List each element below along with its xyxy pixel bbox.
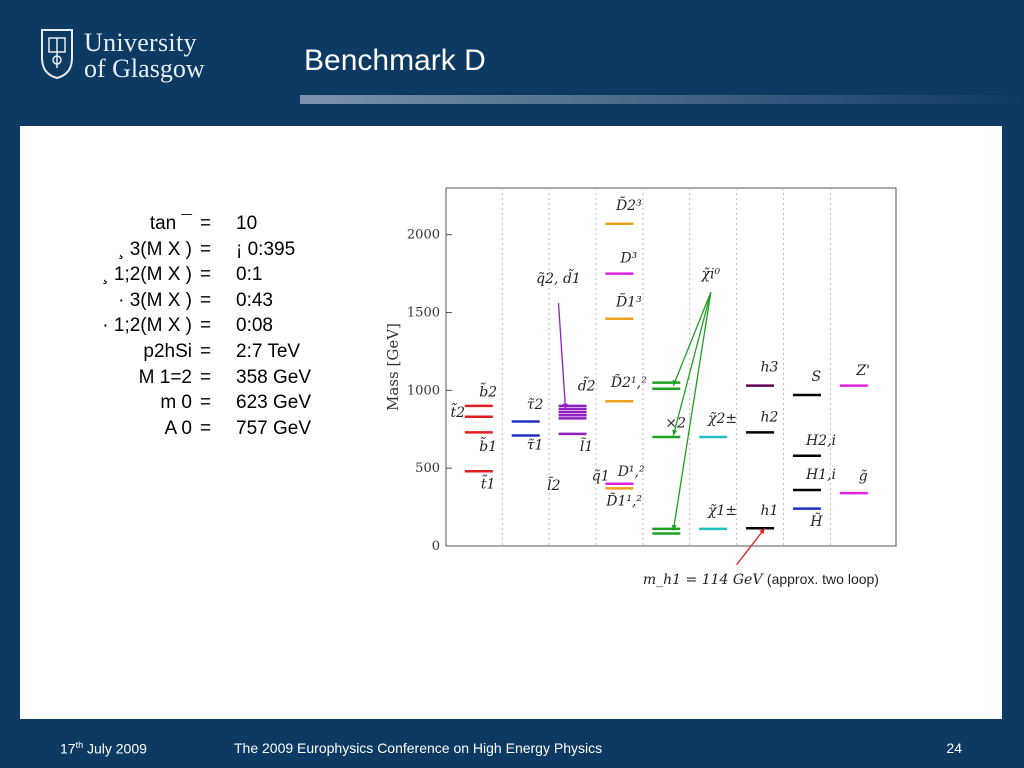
particle-label: D̃2¹,²	[610, 374, 647, 392]
param-value: ¡ 0:395	[236, 238, 296, 260]
particle-label: D̃2³	[615, 196, 642, 214]
param-row: m 0 = 623 GeV	[20, 392, 340, 418]
plot-frame	[445, 187, 897, 547]
equals-sign: =	[200, 289, 212, 311]
y-tick-label: 1000	[407, 383, 440, 398]
footer-date-sup: th	[75, 740, 84, 750]
param-value: 358 GeV	[236, 366, 311, 388]
particle-label: H1,i	[805, 467, 836, 483]
neutralino-arrow	[672, 292, 712, 531]
neutralino-arrow-head	[672, 429, 678, 436]
y-tick-label: 1500	[407, 306, 440, 321]
param-row: ¸ 1;2(M X ) = 0:1	[20, 264, 340, 290]
param-label: m 0	[160, 392, 192, 414]
param-row: A 0 = 757 GeV	[20, 418, 340, 444]
equals-sign: =	[200, 264, 212, 286]
param-value: 757 GeV	[236, 417, 311, 439]
param-row: ¸ 3(M X ) = ¡ 0:395	[20, 239, 340, 265]
footer-date-rest: July 2009	[83, 740, 147, 757]
particle-label: D̃1¹,²	[605, 492, 642, 510]
particle-label: h1	[760, 503, 778, 519]
param-label: M 1=2	[138, 366, 192, 388]
higgs-mass-arrow-head	[759, 528, 765, 535]
equals-sign: =	[200, 315, 212, 337]
param-value: 10	[236, 213, 258, 234]
param-row: · 1;2(M X ) = 0:08	[20, 315, 340, 341]
particle-label: l̃2	[547, 476, 560, 494]
param-value: 0:08	[236, 315, 273, 337]
footer-conference: The 2009 Europhysics Conference on High …	[234, 740, 603, 756]
particle-label: H̃	[809, 512, 823, 530]
param-value: 0:43	[236, 289, 273, 311]
equals-sign: =	[200, 238, 212, 260]
slide-title: Benchmark D	[304, 44, 486, 77]
y-tick-label: 500	[415, 461, 440, 476]
param-label: A 0	[164, 417, 192, 439]
neutralino-arrow-head	[671, 524, 677, 531]
param-row: · 3(M X ) = 0:43	[20, 290, 340, 316]
param-row: M 1=2 = 358 GeV	[20, 367, 340, 393]
y-axis-label: Mass [GeV]	[384, 323, 402, 411]
particle-label: h3	[760, 360, 778, 376]
footer-date: 17th July 2009	[60, 740, 147, 757]
particle-label: ×2	[665, 416, 686, 432]
particle-label: b̃1	[479, 436, 497, 455]
title-underline-bar	[300, 95, 1024, 104]
page-number: 24	[946, 740, 962, 756]
y-tick-label: 0	[432, 539, 440, 554]
param-label: · 3(M X )	[118, 289, 192, 311]
neutralino-arrow	[672, 292, 712, 386]
particle-label: χ̃2±	[707, 411, 737, 427]
equals-sign: =	[200, 392, 212, 414]
param-label: ¸ 1;2(M X )	[102, 264, 192, 286]
particle-label: h2	[760, 409, 778, 425]
particle-label: t̃1	[481, 473, 496, 492]
particle-label: d̃2	[578, 375, 596, 394]
logo-text-line1: University	[84, 28, 197, 57]
particle-label: D¹,²	[617, 464, 645, 480]
benchmark-parameters: tan ¯ = 10 ¸ 3(M X ) = ¡ 0:395 ¸ 1;2(M X ) = 0:1…	[20, 213, 340, 453]
particle-label: t̃2	[450, 402, 465, 421]
param-label: p2hSi	[143, 341, 192, 362]
particle-label: Z'	[855, 363, 870, 379]
param-label: · 1;2(M X )	[102, 315, 192, 337]
particle-label: q̃2, d̃1	[536, 268, 581, 287]
param-value: 623 GeV	[236, 392, 311, 414]
particle-label: D³	[619, 251, 637, 267]
crest-icon	[41, 29, 73, 80]
particle-label: τ̃2	[527, 397, 544, 413]
squark-arrow	[557, 303, 567, 410]
mass-spectrum-chart: 0 500 1000 1500 2000 Mass [GeV] b̃2 t̃2 b̃1 t̃1 τ̃…	[384, 187, 897, 588]
annotation-text: m_h1 = 114 GeV (approx. two loop)	[643, 571, 879, 588]
higgs-mass-arrow	[736, 527, 766, 566]
neutralino-arrow	[672, 292, 712, 436]
particle-label: q̃1	[592, 469, 610, 485]
squark-arrow-head	[562, 403, 568, 410]
particle-label: χ̃i⁰	[701, 266, 721, 282]
particle-label: g̃	[859, 469, 868, 485]
param-row: p2hSi = 2:7 TeV	[20, 341, 340, 367]
param-value: 2:7 TeV	[236, 341, 301, 362]
param-value: 0:1	[236, 264, 263, 286]
logo-text-line2: of Glasgow	[84, 54, 205, 83]
param-label: tan ¯	[149, 213, 192, 234]
particle-label: l̃1	[580, 437, 593, 455]
slide-content-area	[20, 126, 1002, 719]
equals-sign: =	[200, 366, 212, 388]
param-label: ¸ 3(M X )	[118, 238, 192, 260]
particle-label: χ̃1±	[707, 503, 737, 519]
equals-sign: =	[200, 341, 212, 362]
y-tick-label: 2000	[407, 228, 440, 243]
particle-label: b̃2	[479, 382, 497, 401]
university-logo: University of Glasgow	[40, 28, 220, 83]
particle-label: S	[812, 369, 822, 385]
param-row: tan ¯ = 10	[20, 213, 340, 239]
neutralino-arrow-head	[672, 379, 678, 386]
footer-date-day: 17	[60, 740, 76, 757]
particle-label: D̃1³	[615, 293, 642, 311]
particle-label: H2,i	[805, 433, 836, 449]
particle-label: τ̃1	[527, 437, 544, 453]
equals-sign: =	[200, 417, 212, 439]
equals-sign: =	[200, 213, 212, 234]
